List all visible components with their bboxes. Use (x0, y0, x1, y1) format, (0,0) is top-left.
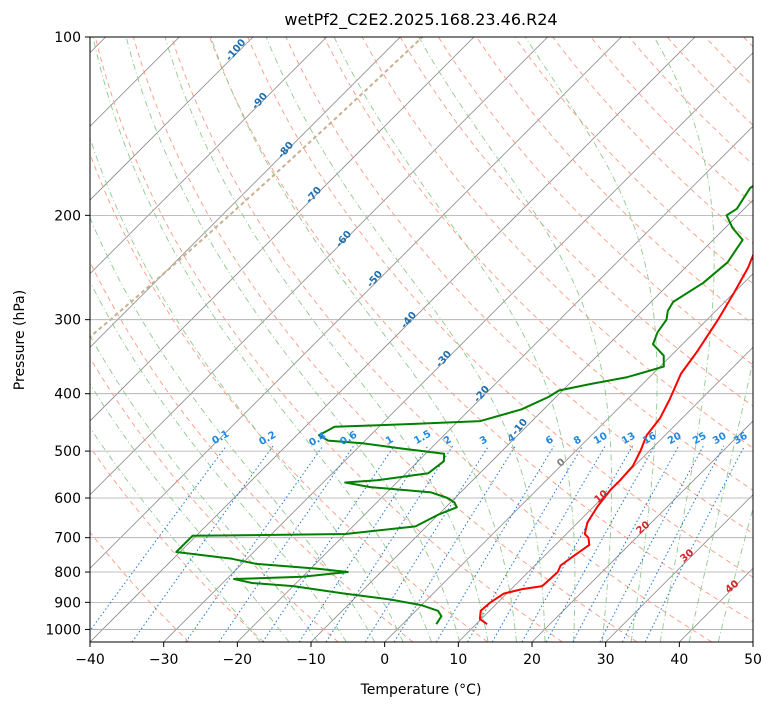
moist-adiabat-line (90, 216, 376, 642)
x-tick-label: 10 (449, 652, 467, 668)
isotherm-line (90, 37, 696, 642)
mixing-ratio-label: 3 (478, 434, 490, 447)
x-tick-label: −40 (75, 652, 105, 668)
isotherm-line (90, 37, 622, 569)
y-tick-label: 900 (54, 595, 81, 611)
moist-adiabat-line (90, 426, 261, 642)
mixing-ratio-line (131, 445, 274, 642)
y-tick-label: 700 (54, 531, 81, 547)
moist-adiabat-line (90, 280, 347, 642)
mixing-ratio-line (393, 445, 516, 642)
isotherm-line (531, 420, 753, 642)
dry-adiabat-line (90, 531, 190, 642)
isotherm-line (90, 37, 475, 422)
y-tick-label: 200 (54, 208, 81, 224)
isotherm-line (237, 125, 753, 642)
x-tick-label: 30 (597, 652, 615, 668)
y-tick-label: 600 (54, 491, 81, 507)
dry-adiabat-line (90, 152, 488, 642)
isotherm-line (90, 37, 548, 496)
chart-title: wetPf2_C2E2.2025.168.23.46.R24 (284, 10, 557, 30)
moist-adiabat-line (717, 506, 753, 642)
x-tick-label: 50 (744, 652, 762, 668)
moist-adiabat-line (333, 37, 576, 642)
x-tick-label: 0 (380, 652, 389, 668)
x-axis-title: Temperature (°C) (360, 682, 482, 698)
mixing-ratio-label: 1 (384, 434, 396, 447)
mixing-ratio-line (435, 445, 555, 642)
isotherm-line (163, 52, 753, 642)
dry-adiabat-line (171, 37, 712, 642)
dry-adiabat-line (90, 356, 339, 642)
mixing-ratio-line (262, 445, 395, 642)
isotherm-line (605, 494, 753, 642)
x-tick-label: −30 (149, 652, 179, 668)
mixing-ratio-line (185, 445, 324, 642)
temperature-profile-line (478, 252, 753, 626)
y-tick-label: 300 (54, 313, 81, 329)
mixing-ratio-line (364, 445, 490, 642)
moist-adiabat-line (524, 37, 658, 642)
moist-adiabat-line (688, 358, 753, 642)
y-axis-title: Pressure (hPa) (12, 290, 28, 390)
mixing-ratio-line (467, 445, 584, 642)
moist-adiabat-line (418, 37, 613, 642)
isotherm-line (458, 346, 753, 642)
mixing-ratio-label: 8 (572, 434, 584, 447)
x-tick-label: 40 (670, 652, 688, 668)
mixing-ratio-label: 4 (506, 432, 518, 445)
dry-adiabat-line (90, 446, 264, 642)
dry-adiabat-line (361, 37, 753, 449)
y-tick-label: 800 (54, 565, 81, 581)
plot-frame (89, 36, 754, 643)
y-tick-label: 100 (54, 30, 81, 46)
mixing-ratio-line (298, 445, 429, 642)
moist-adiabat-line (265, 37, 546, 642)
mixing-ratio-label: 2 (442, 434, 454, 447)
mixing-ratio-line (545, 445, 656, 642)
x-tick-label: −20 (223, 652, 253, 668)
moist-adiabat-line (210, 37, 517, 642)
plot-series (175, 184, 753, 626)
isotherm-line (90, 37, 401, 348)
dry-adiabat-line (90, 261, 414, 642)
mixing-ratio-line (621, 445, 725, 642)
mixing-ratio-label: 6 (544, 434, 556, 447)
moist-adiabat-line (92, 37, 432, 642)
moist-adiabat-line (90, 136, 404, 642)
dewpoint-profile-line (175, 184, 753, 625)
isotherm-line (384, 273, 753, 642)
moist-adiabat-line (90, 383, 290, 642)
mixing-ratio-line (325, 445, 454, 642)
dry-adiabat-line (399, 37, 753, 407)
y-tick-label: 400 (54, 387, 81, 403)
dry-adiabat-line (514, 37, 753, 285)
moist-adiabat-line (164, 37, 489, 642)
dry-adiabat-line (247, 37, 753, 578)
moist-adiabat-line (90, 334, 319, 642)
isotherm-line (90, 37, 254, 201)
x-tick-label: −10 (296, 652, 326, 668)
mixing-ratio-line (218, 445, 355, 642)
isotherm-line (90, 37, 327, 275)
moist-adiabat-line (125, 37, 461, 642)
mixing-ratio-line (644, 445, 746, 642)
dry-adiabat-line (209, 37, 753, 623)
y-tick-label: 500 (54, 444, 81, 460)
axis-ticks: −40 −30 −20 −10 0 10 20 30 40 50 100 200 300 400 500 60… (45, 30, 762, 668)
y-tick-label: 1000 (45, 622, 81, 638)
x-tick-label: 20 (523, 652, 541, 668)
mixing-ratio-line (521, 445, 633, 642)
moist-adiabat-line (653, 37, 715, 642)
